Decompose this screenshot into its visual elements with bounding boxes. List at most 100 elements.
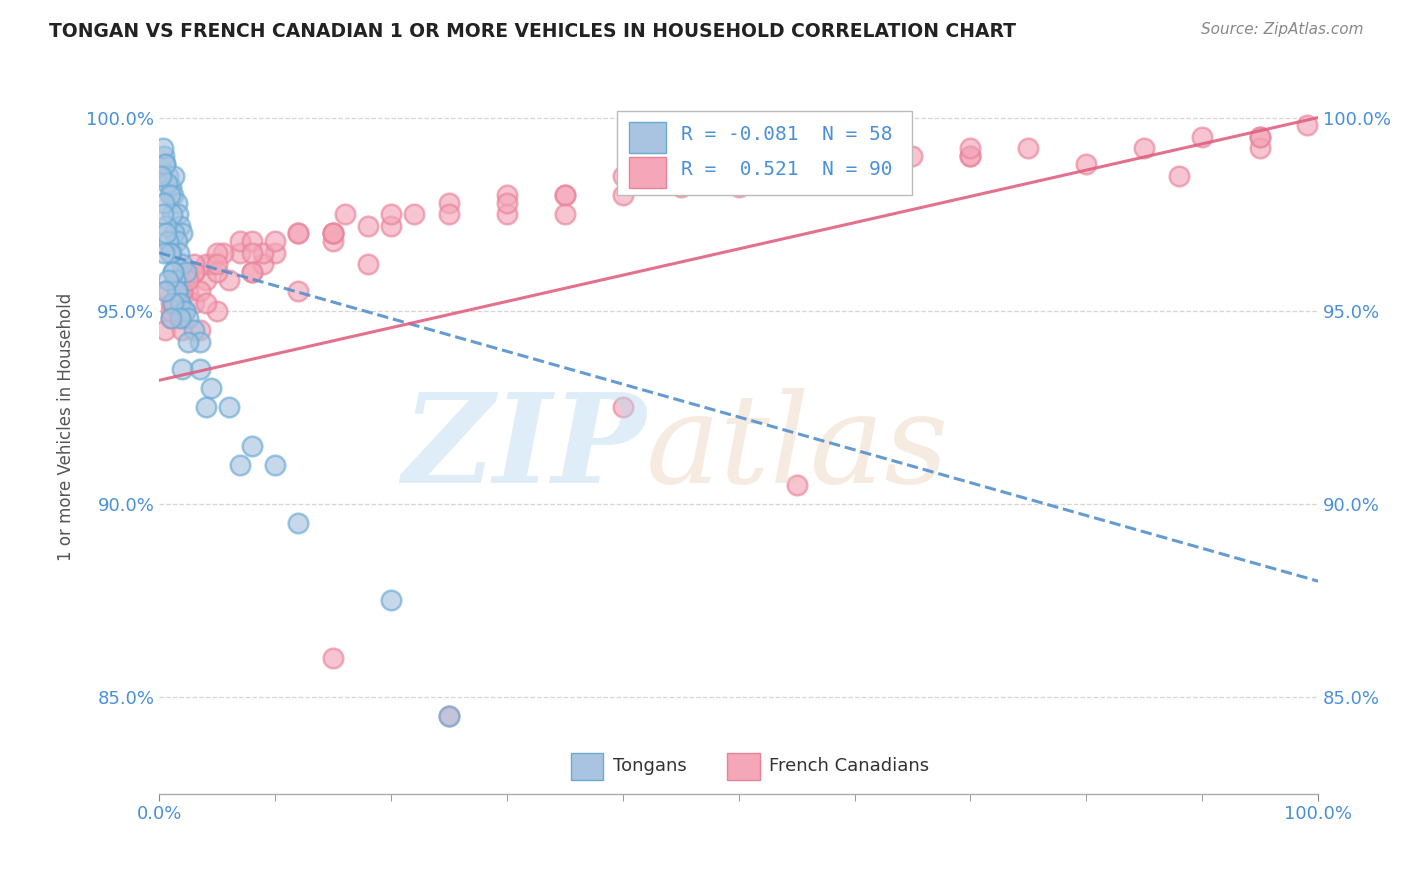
Point bbox=[162, 187, 184, 202]
Point bbox=[159, 303, 181, 318]
Point bbox=[159, 311, 181, 326]
Point bbox=[322, 651, 344, 665]
Point bbox=[200, 381, 222, 395]
Point bbox=[1249, 129, 1271, 144]
Point bbox=[183, 265, 205, 279]
Point bbox=[166, 195, 188, 210]
Point bbox=[437, 709, 460, 723]
Point bbox=[229, 234, 252, 248]
Point bbox=[218, 401, 240, 415]
Point bbox=[194, 296, 217, 310]
Point bbox=[159, 245, 181, 260]
Point bbox=[1168, 169, 1191, 183]
Point bbox=[166, 285, 188, 299]
Point bbox=[159, 311, 181, 326]
Point bbox=[357, 219, 380, 233]
Point bbox=[240, 265, 263, 279]
Point bbox=[172, 285, 194, 299]
Point bbox=[194, 273, 217, 287]
Point bbox=[333, 207, 356, 221]
Point bbox=[357, 257, 380, 271]
Point bbox=[287, 285, 309, 299]
Text: atlas: atlas bbox=[645, 388, 949, 509]
Point bbox=[212, 245, 235, 260]
Point bbox=[169, 296, 191, 310]
Point bbox=[169, 296, 191, 310]
Point bbox=[194, 257, 217, 271]
Point bbox=[177, 273, 200, 287]
Point bbox=[727, 169, 749, 183]
Point bbox=[1133, 141, 1156, 155]
Point bbox=[155, 227, 177, 241]
Point bbox=[1249, 129, 1271, 144]
Point bbox=[612, 401, 634, 415]
Point bbox=[177, 311, 200, 326]
Point bbox=[287, 227, 309, 241]
Point bbox=[159, 187, 181, 202]
Point bbox=[166, 234, 188, 248]
Point bbox=[183, 257, 205, 271]
Point bbox=[612, 187, 634, 202]
FancyBboxPatch shape bbox=[628, 122, 665, 153]
Point bbox=[1191, 129, 1213, 144]
Point bbox=[157, 285, 180, 299]
Point bbox=[218, 273, 240, 287]
Point bbox=[177, 285, 200, 299]
Point bbox=[166, 285, 188, 299]
Point bbox=[200, 257, 222, 271]
FancyBboxPatch shape bbox=[571, 753, 603, 780]
Point bbox=[163, 169, 186, 183]
Point bbox=[152, 245, 174, 260]
FancyBboxPatch shape bbox=[617, 111, 912, 195]
Point bbox=[183, 323, 205, 337]
Point bbox=[166, 273, 188, 287]
Point bbox=[172, 285, 194, 299]
Point bbox=[172, 311, 194, 326]
Point bbox=[252, 245, 274, 260]
Text: ZIP: ZIP bbox=[402, 388, 645, 509]
Point bbox=[901, 149, 924, 163]
Point bbox=[437, 195, 460, 210]
Point bbox=[264, 245, 287, 260]
Point bbox=[177, 265, 200, 279]
Point bbox=[205, 265, 228, 279]
Point bbox=[287, 227, 309, 241]
Point bbox=[169, 273, 191, 287]
Point bbox=[727, 169, 749, 183]
Point bbox=[172, 361, 194, 376]
Point bbox=[240, 245, 263, 260]
Point bbox=[172, 323, 194, 337]
Point bbox=[252, 257, 274, 271]
Point bbox=[167, 245, 190, 260]
Point bbox=[612, 169, 634, 183]
Point bbox=[669, 180, 692, 194]
Point bbox=[786, 169, 808, 183]
Text: Tongans: Tongans bbox=[613, 756, 688, 775]
Point bbox=[152, 141, 174, 155]
Point bbox=[188, 323, 211, 337]
Point bbox=[162, 265, 184, 279]
Point bbox=[404, 207, 426, 221]
Point bbox=[169, 219, 191, 233]
Point bbox=[152, 149, 174, 163]
Point bbox=[172, 257, 194, 271]
Point bbox=[786, 477, 808, 491]
Point bbox=[205, 245, 228, 260]
Point bbox=[727, 180, 749, 194]
Point bbox=[229, 458, 252, 473]
Point bbox=[177, 334, 200, 349]
Point bbox=[172, 227, 194, 241]
Text: R =  0.521  N = 90: R = 0.521 N = 90 bbox=[681, 161, 893, 179]
Point bbox=[322, 227, 344, 241]
Point bbox=[157, 169, 180, 183]
Point bbox=[205, 257, 228, 271]
Point bbox=[240, 234, 263, 248]
Point bbox=[495, 187, 517, 202]
Point bbox=[240, 265, 263, 279]
FancyBboxPatch shape bbox=[727, 753, 759, 780]
Y-axis label: 1 or more Vehicles in Household: 1 or more Vehicles in Household bbox=[58, 293, 75, 561]
Text: French Canadians: French Canadians bbox=[769, 756, 929, 775]
Point bbox=[188, 361, 211, 376]
Point bbox=[844, 157, 866, 171]
Point bbox=[150, 169, 173, 183]
